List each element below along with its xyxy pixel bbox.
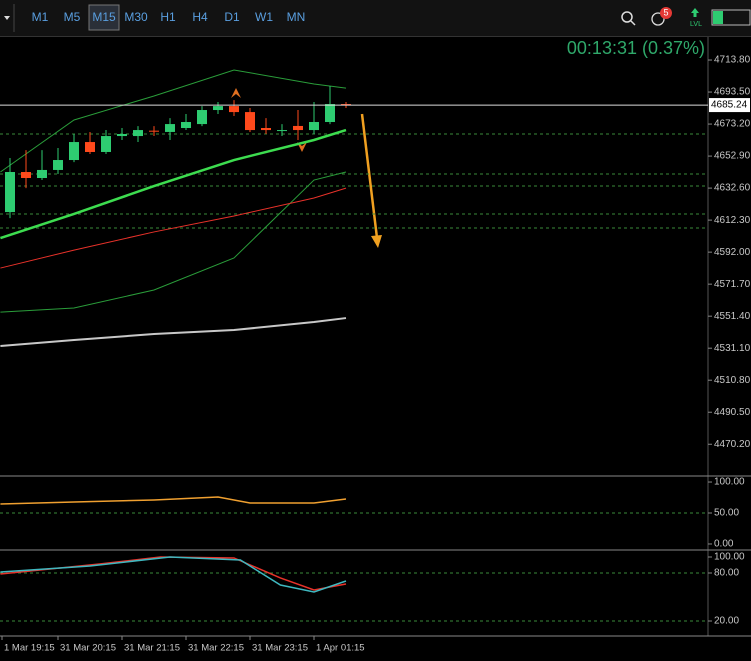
search-icon[interactable] [621,11,633,23]
candle-body [229,106,239,113]
fractal-up [231,88,241,98]
y-tick-label: 100.00 [714,552,745,563]
candle-body [165,124,175,132]
timeframe-button[interactable]: H4 [192,10,208,24]
y-tick-label: 4612.30 [714,215,751,226]
trend-arrow [360,113,379,239]
y-tick-label: 0.00 [714,539,734,550]
y-tick-label: 4470.20 [714,439,751,450]
timeframe-button[interactable]: D1 [224,10,240,24]
timeframe-button[interactable]: W1 [255,10,273,24]
timeframe-button[interactable]: MN [287,10,306,24]
level-label: LVL [690,21,702,28]
candle-body [117,134,127,137]
candle-body [325,104,335,123]
oscillator-line [0,496,347,505]
candle-body [277,130,287,132]
toggle[interactable] [711,9,751,26]
y-tick-label: 4490.50 [714,407,751,418]
y-tick-label: 4571.70 [714,279,751,290]
candle-body [261,128,271,131]
timeframe-button[interactable]: H1 [160,10,176,24]
candle-body [181,122,191,129]
stochastic-line [0,556,347,591]
y-tick-label: 50.00 [714,508,739,519]
candle-body [53,160,63,170]
indicator-line [0,171,347,313]
timeframe-button[interactable]: M15 [92,10,116,24]
active-timeframe [88,4,120,31]
search-icon-handle [630,20,636,26]
indicator-line [0,69,347,173]
indicator-line [0,317,347,347]
x-tick-label: 1 Mar 19:15 [4,643,55,654]
y-tick-label: 4510.80 [714,375,751,386]
y-tick-label: 4693.50 [714,87,751,98]
notification-badge [660,7,672,19]
candle-body [149,130,159,132]
y-tick-label: 100.00 [714,477,745,488]
y-tick-label: 4632.60 [714,183,751,194]
timeframe-button[interactable]: M30 [124,10,148,24]
candle-body [197,110,207,125]
toggle-fill [713,11,723,24]
y-tick-label: 20.00 [714,616,739,627]
indicator-line [0,128,347,240]
candle-body [101,136,111,152]
x-tick-label: 31 Mar 20:15 [60,643,116,654]
current-price-label: 4685.24 [711,100,748,111]
y-tick-label: 4551.40 [714,311,751,322]
indicator-line [0,187,347,269]
candle-body [245,112,255,131]
timeframe-button[interactable]: M5 [64,10,81,24]
y-tick-label: 4652.90 [714,151,751,162]
candle-body [5,172,15,213]
candle-body [293,125,303,131]
trend-arrow-head [371,235,382,248]
y-tick-label: 4531.10 [714,343,751,354]
candle-body [133,130,143,137]
candle-body [37,169,47,179]
level-icon[interactable] [691,8,699,17]
candle-body [69,142,79,161]
y-tick-label: 4592.00 [714,247,751,258]
x-tick-label: 31 Mar 21:15 [124,643,180,654]
notification-count: 5 [663,7,668,17]
stochastic-line [0,556,347,593]
toolbar [0,0,751,37]
candle-body [21,172,31,179]
profile-icon[interactable] [651,12,665,26]
x-tick-label: 31 Mar 22:15 [188,643,244,654]
candle-body [309,122,319,131]
dropdown-icon[interactable] [4,16,10,20]
x-tick-label: 31 Mar 23:15 [252,643,308,654]
x-tick-label: 1 Apr 01:15 [316,643,365,654]
timeframe-button[interactable]: M1 [32,10,49,24]
y-tick-label: 80.00 [714,568,739,579]
y-tick-label: 4713.80 [714,55,751,66]
candle-body [213,106,223,111]
countdown-timer: 00:13:31 (0.37%) [567,38,705,58]
current-price-box [709,98,750,113]
candle-body [85,142,95,152]
y-tick-label: 4673.20 [714,119,751,130]
